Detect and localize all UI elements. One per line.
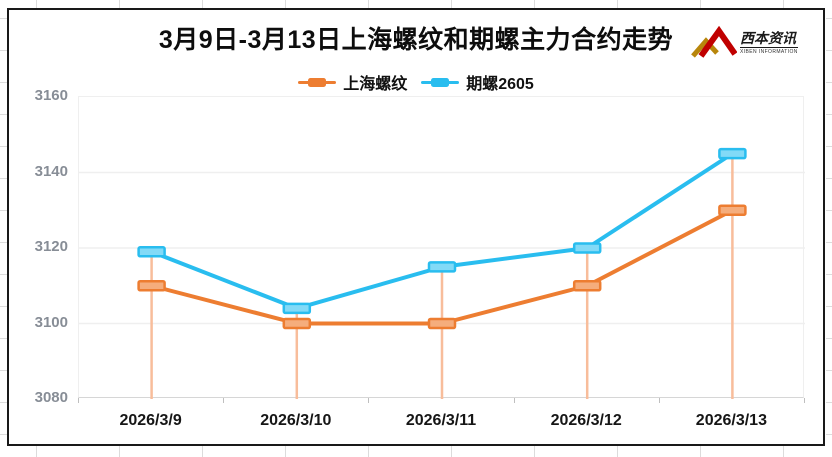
sheet-gridlines-right — [826, 0, 832, 457]
plot-svg — [79, 147, 805, 399]
y-axis-tick-label: 3120 — [34, 238, 68, 255]
x-axis-tick — [78, 398, 79, 403]
legend-dash-orange — [308, 77, 327, 87]
legend-marker-orange-icon — [298, 77, 337, 87]
legend-label-futures-2605: 期螺2605 — [466, 76, 534, 93]
x-axis-label: 2026/3/9 — [119, 412, 182, 429]
chart-title: 3月9日-3月13日上海螺纹和期螺主力合约走势 — [158, 26, 674, 54]
sheet-gridlines-top — [0, 0, 832, 8]
plot-area — [78, 96, 805, 399]
y-axis-tick-label: 3160 — [34, 87, 68, 104]
chart-legend: 上海螺纹 期螺2605 — [9, 70, 823, 94]
brand-subtitle: XIBEN INFORMATION — [740, 49, 798, 55]
y-axis-tick-label: 3080 — [34, 389, 68, 406]
legend-item-shanghai-rebar: 上海螺纹 — [298, 70, 407, 94]
brand-logo: 西本资讯 XIBEN INFORMATION — [691, 20, 817, 66]
legend-dash-blue — [431, 77, 450, 87]
x-axis-label: 2026/3/12 — [550, 412, 622, 429]
y-axis-tick-label: 3100 — [34, 313, 68, 331]
chart-frame: 3月9日-3月13日上海螺纹和期螺主力合约走势 西本资讯 XIBEN INFOR… — [7, 8, 825, 446]
x-axis-label: 2026/3/13 — [695, 412, 767, 429]
x-axis-tick — [804, 398, 805, 403]
sheet-gridlines-bottom — [0, 446, 832, 457]
mountain-logo-icon — [691, 26, 737, 58]
x-axis-tick — [368, 398, 370, 403]
legend-marker-blue-icon — [421, 77, 460, 87]
brand-text-block: 西本资讯 XIBEN INFORMATION — [740, 31, 798, 55]
sheet-gridlines-left — [0, 0, 7, 457]
x-axis-label: 2026/3/11 — [405, 412, 477, 429]
legend-item-futures-2605: 期螺2605 — [421, 70, 534, 94]
x-axis-tick — [658, 398, 660, 403]
y-axis-tick-label: 3140 — [34, 162, 68, 180]
x-axis-label: 2026/3/10 — [260, 412, 332, 429]
brand-name: 西本资讯 — [740, 30, 798, 48]
x-axis-tick — [223, 398, 225, 403]
legend-label-shanghai-rebar: 上海螺纹 — [343, 76, 408, 93]
x-axis-tick — [513, 398, 515, 403]
